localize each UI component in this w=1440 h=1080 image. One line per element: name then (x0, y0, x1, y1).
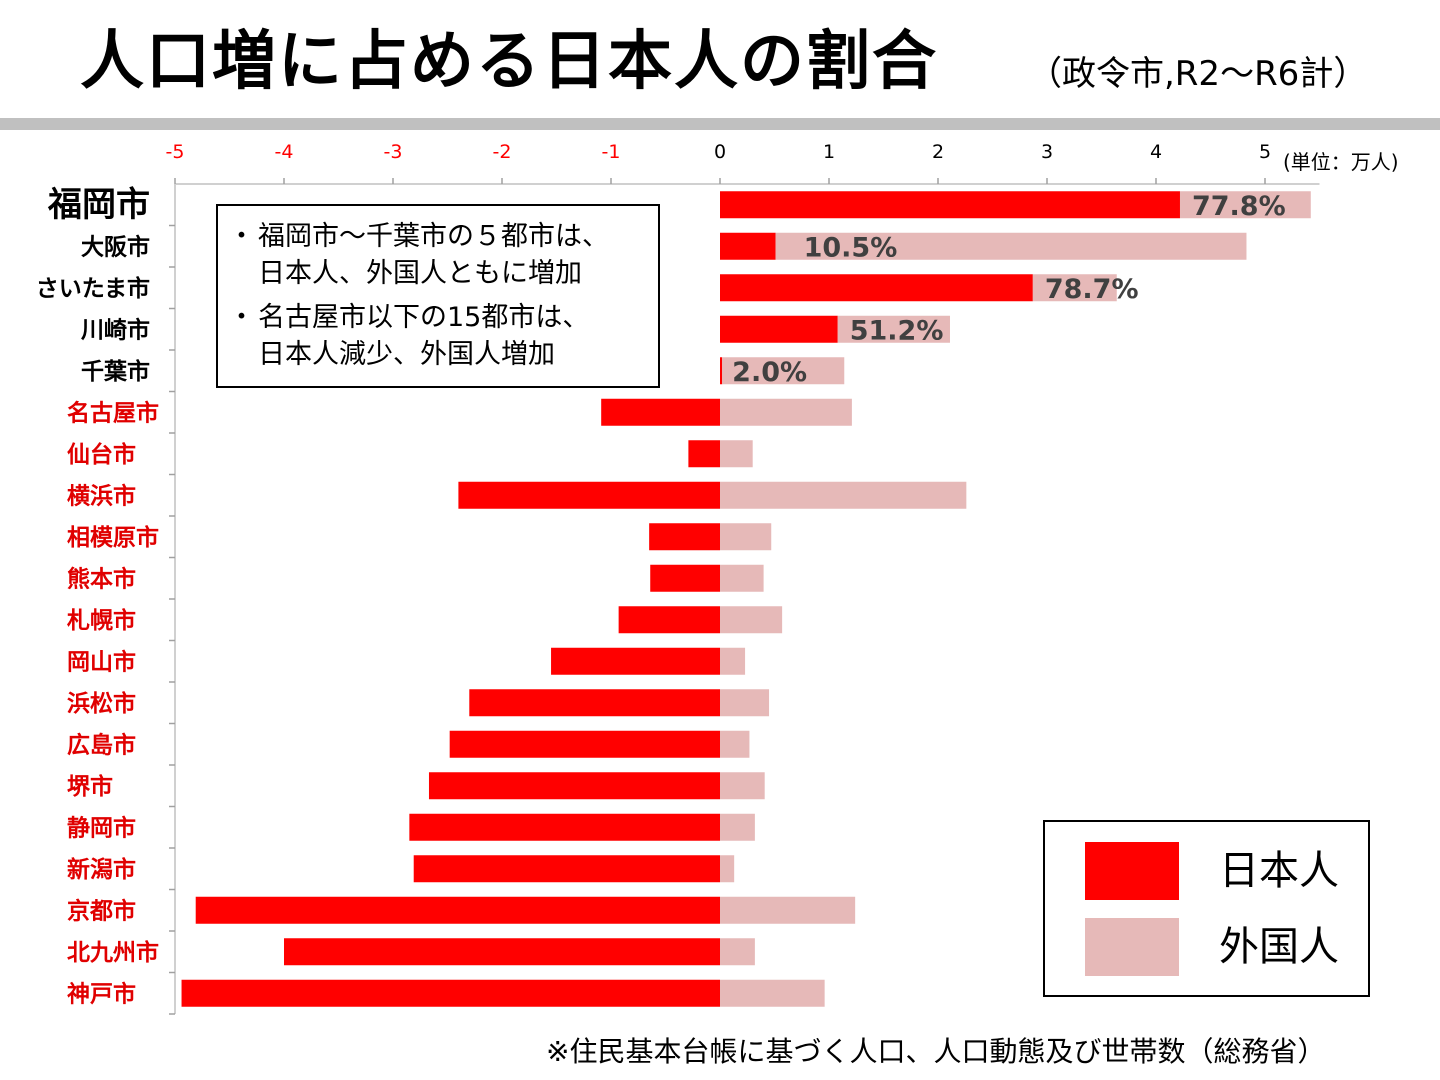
legend-item-foreign: 外国人 (1085, 918, 1339, 976)
bar-foreign (837, 315, 950, 343)
bar-japanese (601, 398, 720, 426)
bar-japanese (428, 772, 720, 800)
bar-foreign (720, 896, 856, 924)
category-label: 川崎市 (81, 316, 150, 343)
footnote: ※住民基本台帳に基づく人口、人口動態及び世帯数（総務省） (546, 1035, 1326, 1068)
bar-foreign (720, 647, 746, 675)
x-tick-label: 0 (714, 141, 726, 163)
bar-japanese (449, 730, 720, 758)
category-label: 札幌市 (66, 607, 136, 634)
bar-foreign (720, 730, 750, 758)
bar-japanese (181, 979, 721, 1007)
share-label: 77.8% (1192, 191, 1286, 222)
x-tick-label: 4 (1150, 141, 1162, 163)
bar-japanese (551, 647, 720, 675)
legend-label-japanese: 日本人 (1219, 848, 1339, 894)
x-tick-label: -3 (384, 141, 403, 163)
share-label: 78.7% (1045, 274, 1139, 305)
bar-japanese (195, 896, 720, 924)
category-label: 新潟市 (67, 856, 136, 883)
bar-japanese (650, 564, 720, 592)
category-label: さいたま市 (36, 275, 150, 302)
note-bullet: ・ (228, 221, 255, 252)
x-tick-label: 3 (1041, 141, 1053, 163)
x-tick-label: -1 (602, 141, 621, 163)
category-label: 仙台市 (67, 441, 136, 468)
category-label: 浜松市 (67, 690, 136, 717)
title-area: 人口増に占める日本人の割合 （政令市,R2～R6計） (0, 0, 1440, 130)
note-item: ・ 名古屋市以下の15都市は、 日本人減少、外国人増加 (228, 299, 648, 373)
bar-japanese (618, 606, 720, 634)
bar-foreign (1179, 191, 1311, 219)
bar-foreign (720, 523, 772, 551)
legend-swatch-foreign (1085, 918, 1179, 976)
category-label: 大阪市 (81, 233, 150, 260)
bar-foreign (720, 398, 852, 426)
share-label: 2.0% (732, 357, 807, 388)
category-label: 相模原市 (67, 524, 159, 551)
share-label: 10.5% (804, 232, 898, 263)
x-tick-label: -5 (166, 141, 185, 163)
legend: 日本人 外国人 (1043, 820, 1370, 997)
legend-swatch-japanese (1085, 842, 1179, 900)
page-subtitle: （政令市,R2～R6計） (1028, 54, 1368, 94)
bar-japanese (409, 813, 720, 841)
legend-label-foreign: 外国人 (1219, 924, 1339, 970)
category-label: 広島市 (67, 731, 136, 758)
bar-foreign (1032, 274, 1117, 302)
category-label: 千葉市 (81, 358, 150, 385)
note-text: 福岡市～千葉市の５都市は、 日本人、外国人ともに増加 (258, 221, 609, 289)
category-label: 京都市 (67, 897, 136, 924)
x-tick-label: 1 (823, 141, 835, 163)
note-box: ・ 福岡市～千葉市の５都市は、 日本人、外国人ともに増加 ・ 名古屋市以下の15… (216, 204, 660, 388)
page-title: 人口増に占める日本人の割合 (80, 25, 938, 99)
category-label: 神戸市 (67, 980, 136, 1007)
legend-item-japanese: 日本人 (1085, 842, 1339, 900)
bar-foreign (720, 564, 764, 592)
bar-japanese (413, 855, 720, 883)
title-divider (0, 118, 1440, 130)
bar-foreign (720, 440, 753, 468)
bar-japanese (649, 523, 720, 551)
bar-foreign (720, 938, 755, 966)
bar-japanese (720, 191, 1180, 219)
bar-japanese (469, 689, 720, 717)
bar-japanese (720, 232, 776, 260)
bar-japanese (458, 481, 720, 509)
category-label: 福岡市 (47, 185, 150, 225)
bar-japanese (720, 357, 723, 385)
bar-foreign (775, 232, 1247, 260)
bar-foreign (720, 772, 765, 800)
bar-foreign (720, 813, 755, 841)
category-label: 静岡市 (67, 814, 136, 841)
bar-foreign (720, 606, 783, 634)
share-label: 51.2% (850, 315, 944, 346)
bar-foreign (720, 855, 735, 883)
x-tick-label: 5 (1259, 141, 1271, 163)
note-text: 名古屋市以下の15都市は、 日本人減少、外国人増加 (258, 302, 590, 370)
category-label: 堺市 (67, 773, 113, 800)
category-label: 岡山市 (67, 648, 136, 675)
bar-foreign (720, 481, 967, 509)
category-label: 北九州市 (67, 939, 159, 966)
bar-japanese (720, 274, 1033, 302)
bar-foreign (722, 357, 845, 385)
unit-label: (単位：万人) (1283, 150, 1399, 174)
note-bullet: ・ (228, 302, 255, 333)
x-tick-label: -4 (275, 141, 294, 163)
bar-foreign (720, 979, 825, 1007)
category-label: 名古屋市 (67, 399, 159, 426)
x-tick-label: 2 (932, 141, 944, 163)
bar-japanese (688, 440, 720, 468)
bar-japanese (284, 938, 720, 966)
category-label: 横浜市 (67, 482, 136, 509)
category-label: 熊本市 (67, 565, 136, 592)
x-tick-label: -2 (493, 141, 512, 163)
bar-japanese (720, 315, 838, 343)
population-chart: -5 -4 -3 -2 -1 0 1 2 3 4 5 福岡市 77.8% 大阪市 10.5% さいたま市 78.… (36, 141, 1320, 1015)
bar-foreign (720, 689, 770, 717)
note-item: ・ 福岡市～千葉市の５都市は、 日本人、外国人ともに増加 (228, 218, 648, 292)
